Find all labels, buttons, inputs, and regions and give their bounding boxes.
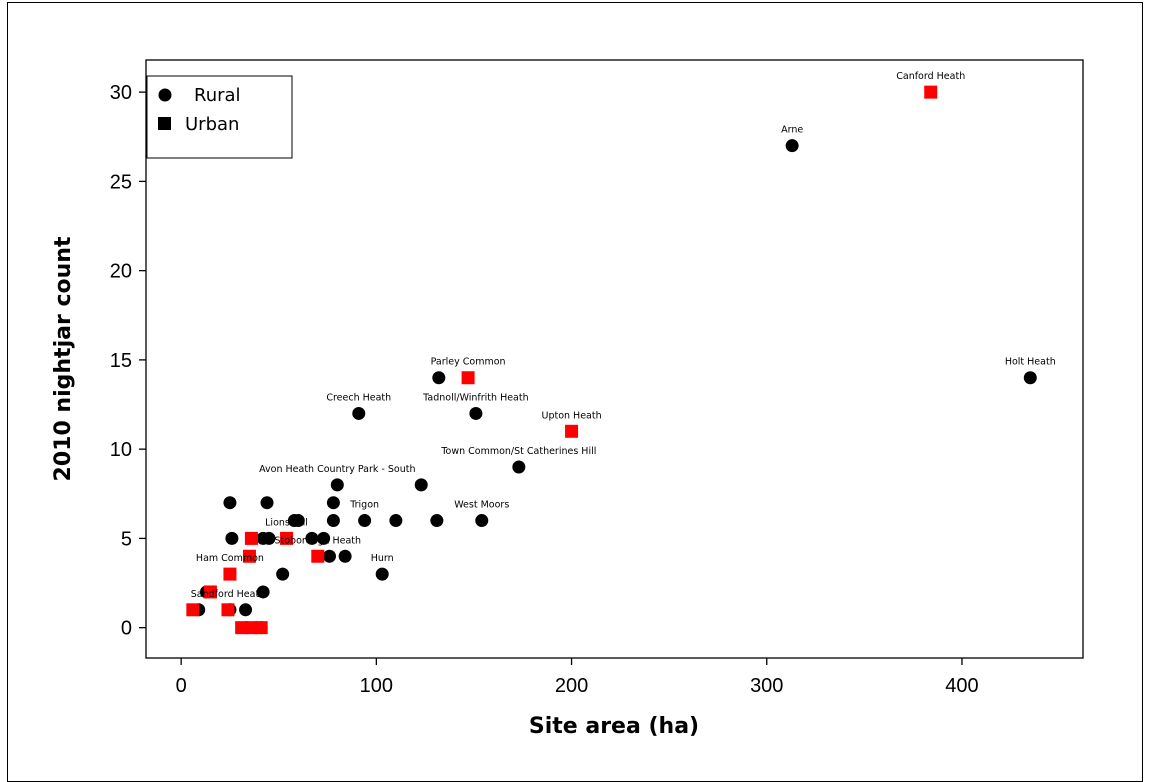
legend-urban-marker [158, 117, 171, 130]
point-label: Holt Heath [1005, 357, 1056, 368]
y-tick-label: 5 [121, 528, 132, 550]
rural-point [326, 514, 340, 528]
rural-point [260, 496, 274, 510]
y-axis-title: 2010 nightjar count [51, 236, 76, 481]
rural-point [512, 460, 526, 474]
rural-point [414, 478, 428, 492]
urban-point [244, 531, 258, 545]
urban-point [311, 549, 325, 563]
y-tick-label: 0 [121, 618, 132, 640]
point-label: Creech Heath [326, 392, 391, 403]
rural-point [256, 585, 270, 599]
legend-box [146, 75, 293, 159]
x-tick-label: 300 [750, 675, 783, 697]
rural-point [1023, 371, 1037, 385]
x-tick-label: 400 [945, 675, 978, 697]
legend: Rural Urban [146, 75, 293, 159]
legend-urban-label: Urban [185, 114, 239, 135]
rural-point [330, 478, 344, 492]
point-label: Tadnoll/Winfrith Heath [422, 392, 528, 403]
urban-point [221, 603, 235, 617]
urban-point [203, 585, 217, 599]
point-label: Town Common/St Catherines Hill [440, 446, 596, 457]
urban-point [242, 549, 256, 563]
urban-point [254, 621, 268, 635]
legend-rural-marker [158, 88, 172, 102]
point-label: Stoborough Heath [274, 535, 361, 546]
urban-point [186, 603, 200, 617]
point-label: Arne [781, 125, 803, 136]
x-tick-label: 100 [360, 675, 393, 697]
point-label: Ham Common [196, 553, 264, 564]
rural-point [785, 139, 799, 153]
urban-point [223, 567, 237, 581]
rural-point [276, 567, 290, 581]
urban-point [244, 621, 258, 635]
point-label: Hurn [371, 553, 394, 564]
x-tick-label: 0 [176, 675, 187, 697]
point-label: Lions Hill [265, 517, 308, 528]
rural-point [352, 406, 366, 420]
rural-point [322, 549, 336, 563]
plot-area [145, 59, 1084, 659]
rural-point [375, 567, 389, 581]
urban-point [235, 621, 249, 635]
urban-point [280, 531, 294, 545]
rural-point [389, 514, 403, 528]
rural-point [430, 514, 444, 528]
rural-point [358, 514, 372, 528]
point-label: Parley Common [431, 357, 506, 368]
point-label: Canford Heath [896, 71, 965, 82]
rural-point [469, 406, 483, 420]
y-tick-label: 20 [110, 261, 132, 283]
rural-point [475, 514, 489, 528]
urban-point [461, 371, 475, 385]
rural-point [239, 603, 253, 617]
rural-point [225, 531, 239, 545]
rural-point [432, 371, 446, 385]
point-label: Trigon [349, 500, 379, 511]
rural-point [317, 531, 331, 545]
rural-point [223, 496, 237, 510]
point-label: Avon Heath Country Park - South [259, 464, 415, 475]
x-tick-label: 200 [555, 675, 588, 697]
rural-point [305, 531, 319, 545]
rural-point [338, 549, 352, 563]
y-tick-label: 30 [110, 82, 132, 104]
urban-point [924, 85, 938, 99]
y-tick-label: 10 [110, 439, 132, 461]
urban-point [565, 424, 579, 438]
point-label: West Moors [454, 500, 509, 511]
rural-point [262, 531, 276, 545]
data-points [186, 85, 1037, 635]
rural-point [291, 514, 305, 528]
x-axis-title: Site area (ha) [529, 714, 699, 739]
x-axis: 0 100 200 300 400 [176, 658, 979, 697]
point-label: Sandford Heath [191, 589, 265, 600]
y-tick-label: 15 [110, 350, 132, 372]
rural-point [326, 496, 340, 510]
y-axis: 0 5 10 15 20 25 30 [110, 82, 146, 640]
y-tick-label: 25 [110, 171, 132, 193]
legend-rural-label: Rural [194, 85, 241, 106]
point-labels: Arne Holt Heath Creech Heath Tadnoll/Winfri… [191, 71, 1056, 600]
point-label: Upton Heath [541, 410, 601, 421]
